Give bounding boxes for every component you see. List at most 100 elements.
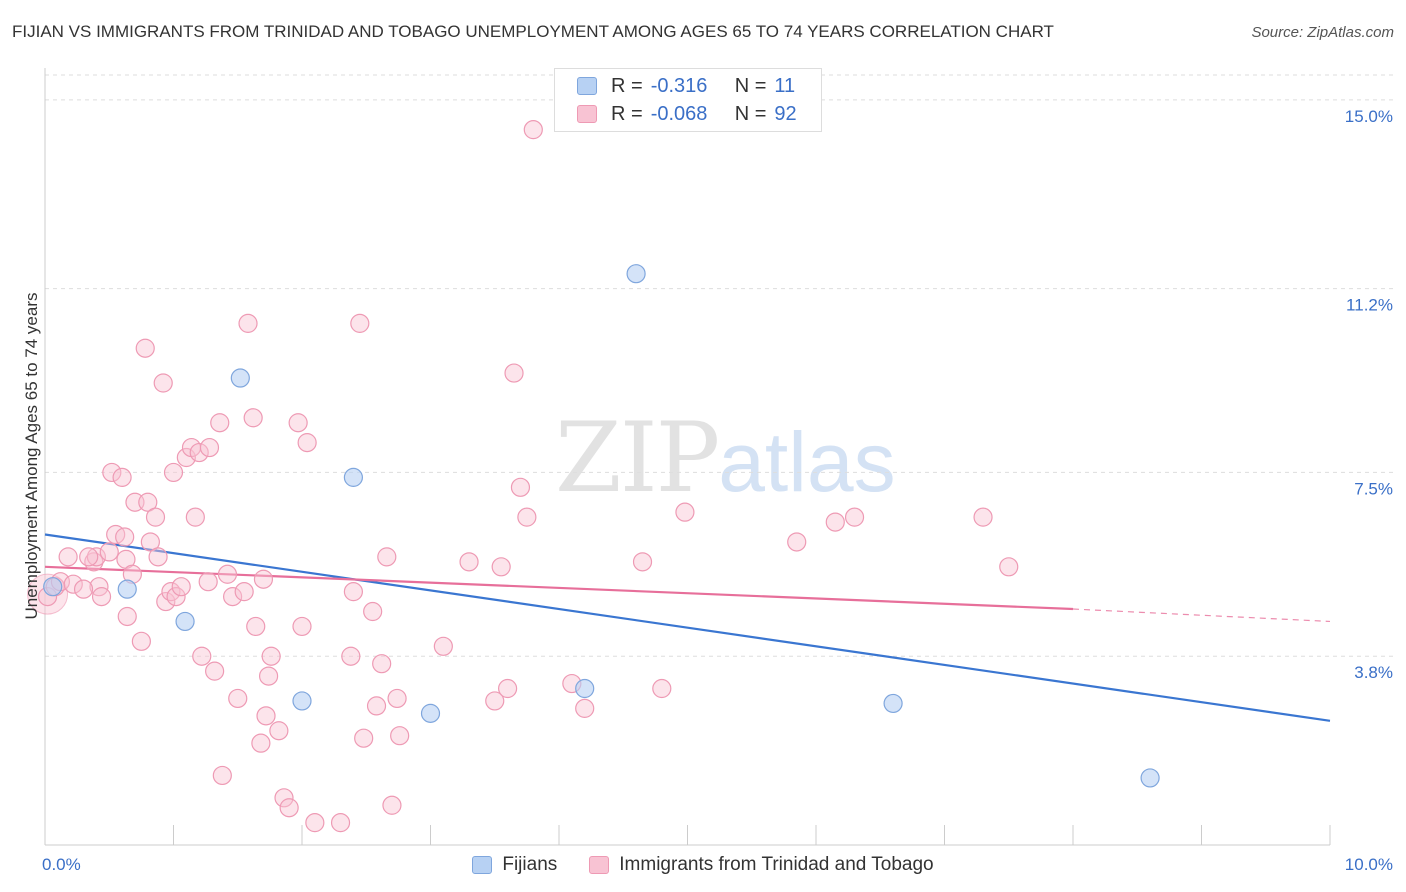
trinidad-point bbox=[517, 507, 537, 527]
grid-lines bbox=[45, 74, 1395, 657]
trinidad-point bbox=[825, 512, 845, 532]
trinidad-point bbox=[153, 373, 173, 393]
trinidad-point bbox=[63, 574, 83, 594]
trinidad-point bbox=[382, 795, 402, 815]
trinidad-point bbox=[973, 507, 993, 527]
y-tick-label: 11.2% bbox=[1346, 296, 1393, 315]
trinidad-point bbox=[234, 582, 254, 602]
trinidad-point bbox=[102, 462, 122, 483]
trinidad-point bbox=[459, 552, 479, 572]
trinidad-point bbox=[135, 338, 155, 358]
fijian-point bbox=[575, 678, 595, 699]
trinidad-point bbox=[246, 616, 266, 637]
trinidad-trend-extension bbox=[1072, 608, 1331, 623]
legend-n-value: 92 bbox=[774, 102, 797, 125]
watermark: ZIPatlas bbox=[555, 402, 896, 514]
trinidad-point bbox=[253, 569, 274, 589]
fijian-point bbox=[420, 703, 441, 723]
trinidad-point bbox=[210, 413, 230, 433]
trinidad-point bbox=[223, 587, 243, 607]
legend-row-trinidad: R = -0.068 N = 92 bbox=[577, 102, 797, 126]
trinidad-point bbox=[99, 542, 119, 562]
fijian-point bbox=[1140, 768, 1160, 788]
fijians-trend-line bbox=[44, 533, 1331, 722]
trinidad-point bbox=[131, 631, 151, 651]
legend-r-label: R = bbox=[611, 74, 643, 97]
legend-label-trinidad: Immigrants from Trinidad and Tobago bbox=[619, 854, 934, 875]
trinidad-point bbox=[185, 507, 205, 527]
trinidad-point bbox=[433, 636, 453, 656]
trinidad-point bbox=[390, 726, 410, 746]
trinidad-point bbox=[163, 462, 184, 483]
trinidad-point bbox=[138, 492, 158, 512]
trinidad-point bbox=[297, 433, 317, 453]
x-tick-label: 10.0% bbox=[1345, 855, 1393, 874]
fijian-point bbox=[292, 691, 312, 711]
trinidad-point bbox=[258, 666, 279, 686]
trinidad-point bbox=[363, 601, 383, 622]
trinidad-point bbox=[523, 120, 543, 140]
trinidad-point bbox=[145, 507, 166, 527]
trinidad-point bbox=[498, 678, 518, 699]
trinidad-point bbox=[844, 507, 865, 527]
trinidad-point bbox=[292, 616, 312, 637]
trinidad-point bbox=[192, 646, 212, 666]
legend-item-fijians[interactable]: Fijians bbox=[472, 854, 557, 876]
trinidad-point bbox=[58, 547, 78, 567]
trinidad-point bbox=[652, 678, 672, 699]
trinidad-point bbox=[261, 646, 281, 666]
trinidad-point bbox=[269, 721, 289, 741]
trinidad-point bbox=[288, 413, 308, 433]
legend-label-fijians: Fijians bbox=[502, 854, 558, 875]
fijian-point bbox=[43, 577, 63, 597]
legend-r-value: -0.068 bbox=[650, 102, 708, 125]
legend-item-trinidad[interactable]: Immigrants from Trinidad and Tobago bbox=[589, 854, 934, 876]
trinidad-point bbox=[198, 572, 218, 592]
trend-lines bbox=[44, 533, 1331, 722]
trinidad-point bbox=[305, 813, 325, 833]
trinidad-point bbox=[575, 698, 595, 718]
legend-r-label: R = bbox=[611, 102, 643, 125]
legend-swatch-trinidad bbox=[589, 856, 610, 874]
watermark-atlas: atlas bbox=[718, 415, 896, 509]
trinidad-point bbox=[212, 765, 232, 786]
legend-swatch-fijians bbox=[577, 77, 597, 95]
trinidad-point bbox=[91, 587, 112, 607]
x-tick-label: 0.0% bbox=[42, 855, 81, 874]
trinidad-point bbox=[354, 728, 374, 748]
trinidad-point bbox=[117, 606, 137, 627]
trinidad-point bbox=[148, 547, 168, 567]
legend-n-label: N = bbox=[734, 74, 767, 97]
trinidad-point bbox=[491, 557, 511, 577]
fijian-point bbox=[343, 467, 363, 487]
chart-title: FIJIAN VS IMMIGRANTS FROM TRINIDAD AND T… bbox=[12, 22, 1054, 41]
trinidad-point bbox=[632, 552, 653, 572]
fijian-point bbox=[117, 579, 137, 599]
trinidad-point bbox=[176, 447, 196, 468]
watermark-zip: ZIP bbox=[555, 402, 720, 514]
trinidad-point bbox=[73, 579, 94, 599]
trinidad-point bbox=[79, 547, 99, 567]
trinidad-point bbox=[189, 442, 209, 463]
trinidad-point bbox=[350, 313, 370, 333]
trinidad-point bbox=[112, 467, 132, 487]
trinidad-point bbox=[387, 688, 407, 709]
y-tick-label: 7.5% bbox=[1354, 479, 1393, 498]
trinidad-point bbox=[787, 532, 807, 552]
trinidad-point bbox=[115, 527, 135, 547]
trinidad-point bbox=[171, 577, 191, 597]
trinidad-point bbox=[156, 591, 176, 612]
trinidad-point bbox=[279, 798, 299, 818]
y-tick-label: 3.8% bbox=[1354, 663, 1393, 682]
trinidad-point bbox=[341, 646, 361, 666]
legend-n-value: 11 bbox=[774, 74, 796, 97]
trinidad-point bbox=[366, 696, 387, 716]
trinidad-point bbox=[251, 733, 271, 753]
legend-n-label: N = bbox=[734, 102, 767, 125]
legend-row-fijians: R = -0.316 N = 11 bbox=[577, 74, 795, 98]
legend-swatch-trinidad bbox=[577, 105, 597, 123]
trinidad-point bbox=[205, 661, 225, 681]
trinidad-point bbox=[999, 557, 1019, 577]
trinidad-point bbox=[238, 313, 258, 333]
